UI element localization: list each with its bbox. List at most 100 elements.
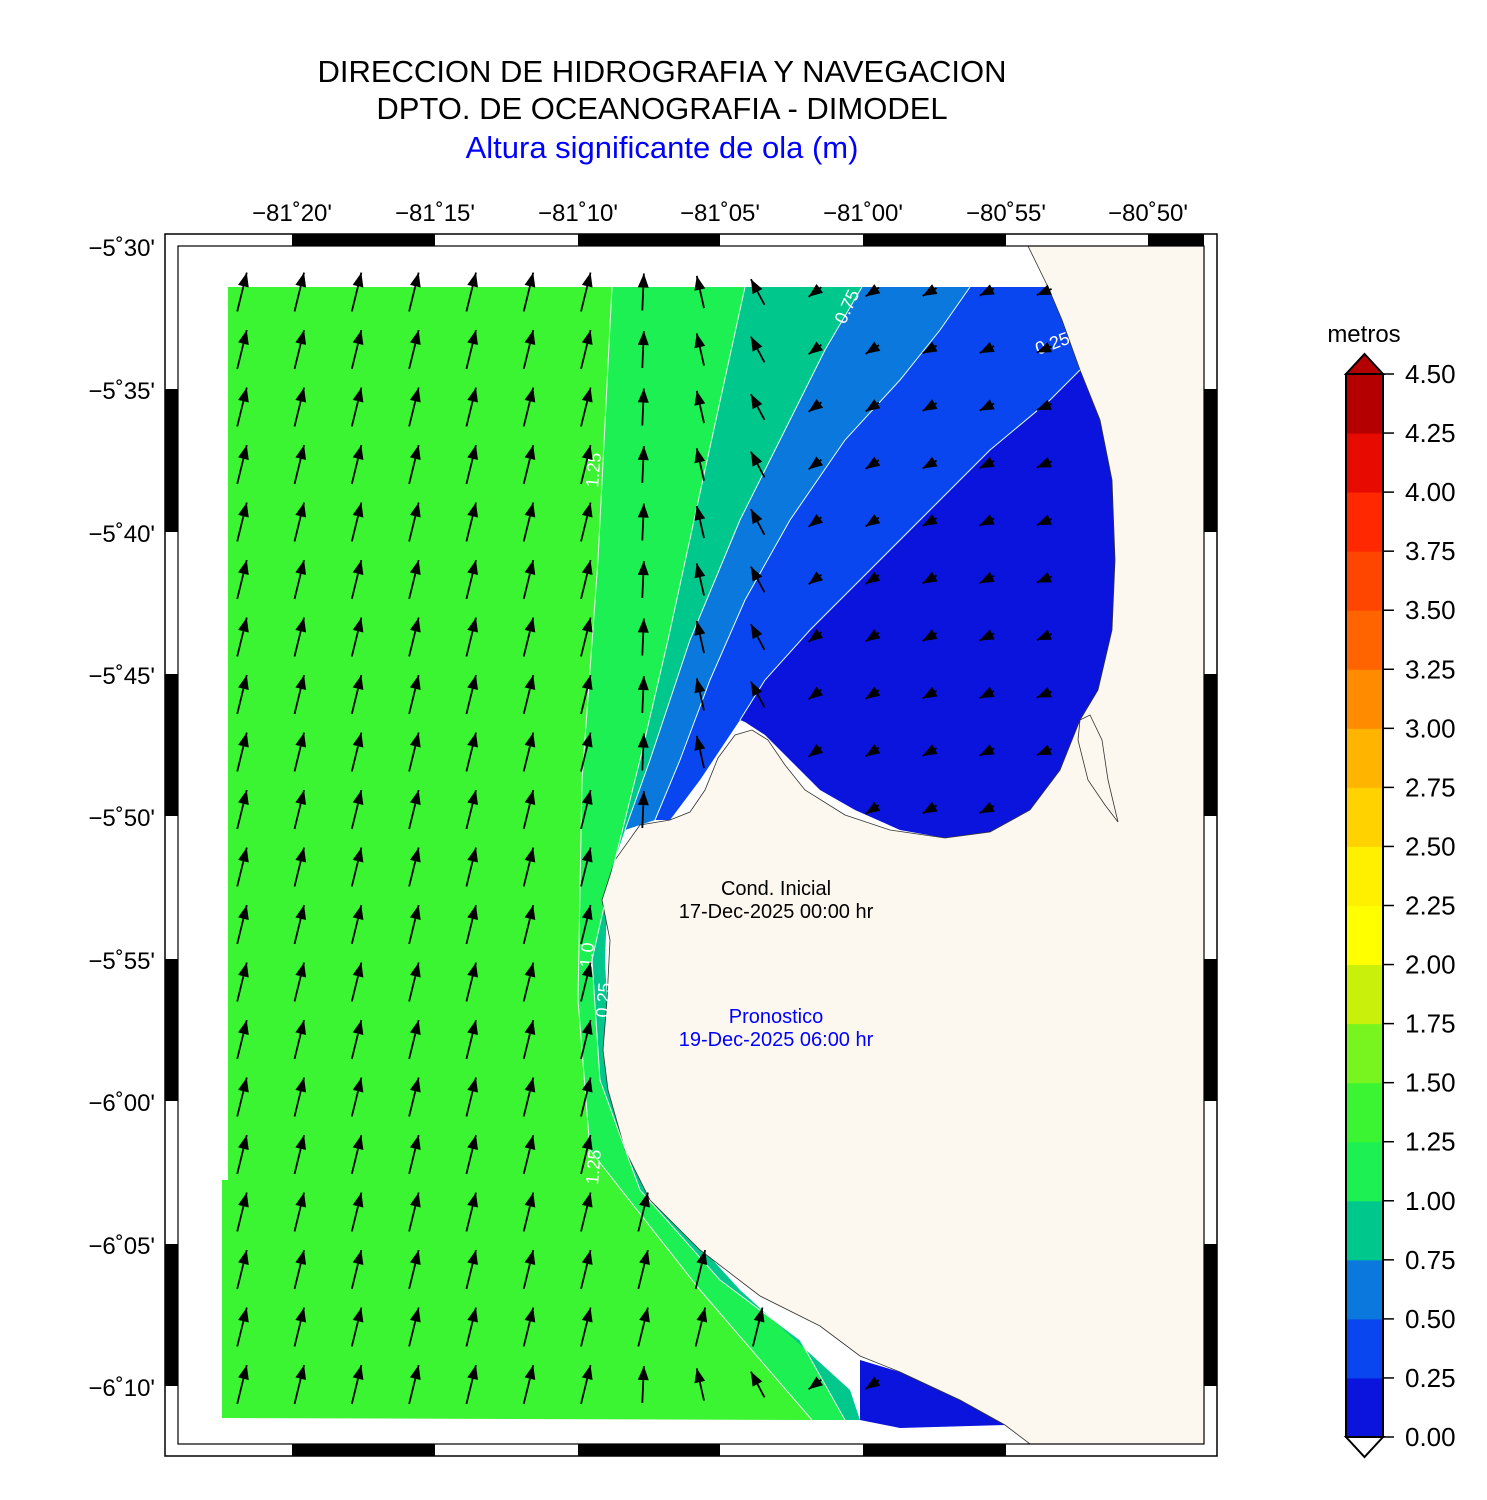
wave-arrow-head — [637, 676, 649, 691]
colorbar-tick-label: 2.25 — [1405, 891, 1456, 921]
wave-arrow-head — [524, 962, 536, 978]
wave-arrow-head — [524, 330, 536, 345]
lat-tick-label: −6˚00' — [88, 1090, 155, 1117]
wave-arrow-head — [808, 686, 824, 700]
frame-bar-segment — [1204, 674, 1217, 816]
forecast-date: 19-Dec-2025 06:00 hr — [678, 1029, 874, 1051]
wave-arrow-head — [409, 905, 421, 920]
wave-arrow-head — [238, 502, 249, 518]
wave-arrow-head — [808, 341, 824, 355]
wave-arrow-head — [352, 790, 364, 805]
colorbar-tick-label: 2.00 — [1405, 950, 1456, 980]
wave-arrow-head — [922, 686, 938, 699]
wave-arrow-head — [865, 456, 881, 469]
wave-arrow-head — [922, 399, 938, 411]
map-graticule-border — [165, 234, 1217, 1456]
wave-arrow-head — [696, 1307, 708, 1323]
colorbar-segment — [1346, 669, 1383, 729]
wave-arrow-head — [467, 732, 478, 748]
colorbar: metros 0.00 0.25 0.50 0.75 1.00 1.25 1.50 1.75 2… — [1327, 321, 1456, 1459]
colorbar-tick-label: 0.75 — [1405, 1245, 1456, 1275]
wave-arrow-head — [637, 273, 649, 288]
wave-arrow-head — [409, 617, 421, 633]
wave-arrow-head — [808, 456, 824, 470]
wave-arrow-head — [808, 1376, 824, 1390]
wave-arrow-head — [581, 330, 593, 345]
colorbar-title: metros — [1327, 321, 1400, 348]
wave-arrow-head — [581, 1192, 593, 1208]
lat-tick-label: −5˚50' — [88, 805, 155, 832]
wave-arrow-head — [295, 847, 307, 863]
wave-arrow-head — [409, 502, 421, 518]
colorbar-under-triangle — [1343, 1436, 1386, 1459]
contour-label: 1.25 — [582, 1149, 605, 1186]
contour-label: 1.0 — [576, 942, 598, 969]
colorbar-segment — [1346, 1141, 1383, 1202]
wave-arrow-head — [750, 394, 763, 410]
wave-arrow-head — [865, 744, 881, 757]
wave-arrow-head — [922, 456, 938, 469]
wave-arrow-head — [1036, 457, 1052, 468]
wave-arrow-head — [922, 801, 938, 814]
wave-arrow-head — [581, 617, 593, 633]
wave-arrow-head — [694, 275, 706, 291]
wave-arrow-head — [808, 743, 824, 757]
colorbar-over-triangle — [1343, 352, 1386, 375]
wave-arrow-head — [524, 1365, 536, 1380]
wave-arrow-head — [979, 571, 995, 584]
wave-arrow-head — [524, 675, 536, 690]
wave-arrow-head — [694, 1368, 706, 1384]
wave-arrow-head — [238, 387, 249, 403]
wave-arrow-head — [865, 686, 881, 699]
wave-arrow-head — [581, 387, 593, 403]
wave-arrow-head — [352, 330, 364, 345]
wave-arrow-head — [1036, 399, 1052, 411]
wave-arrow-head — [865, 801, 881, 814]
frame-bar-segment — [863, 234, 1006, 246]
frame-bar-segment — [165, 959, 178, 1101]
wave-arrow-head — [865, 341, 881, 354]
wave-arrow-head — [750, 451, 763, 467]
colorbar-tick-label: 1.25 — [1405, 1127, 1456, 1157]
wave-arrow-head — [467, 1192, 478, 1208]
wave-arrow-head — [295, 502, 307, 518]
lon-tick-label: −80˚55' — [966, 200, 1046, 227]
wave-arrow-head — [295, 330, 307, 345]
wave-arrow-head — [409, 445, 421, 460]
lat-tick-label: −5˚30' — [88, 235, 155, 262]
wave-arrow-head — [352, 1307, 364, 1323]
wave-arrow-head — [808, 398, 824, 412]
wave-arrow-head — [467, 1250, 478, 1265]
wave-arrow-head — [922, 514, 938, 526]
colorbar-tick-label: 3.00 — [1405, 713, 1456, 743]
colorbar-tick-label: 3.50 — [1405, 595, 1456, 625]
colorbar-tick-label: 0.00 — [1405, 1422, 1456, 1452]
frame-bar-segment — [165, 674, 178, 816]
colorbar-segments — [1346, 374, 1383, 1438]
initial-condition-date: 17-Dec-2025 00:00 hr — [678, 901, 874, 923]
wave-arrow-head — [467, 1365, 478, 1380]
wave-arrow-head — [238, 1365, 249, 1380]
wave-arrow-head — [352, 1020, 364, 1035]
wave-arrow-head — [409, 1077, 421, 1093]
colorbar-segment — [1346, 433, 1383, 493]
wave-arrow-head — [581, 1307, 593, 1323]
title-line-1: DIRECCION DE HIDROGRAFIA Y NAVEGACION — [317, 54, 1007, 89]
frame-bar-segment — [1204, 1244, 1217, 1386]
wave-arrow-head — [581, 272, 593, 288]
wave-arrow-head — [922, 341, 938, 354]
wave-arrow-head — [979, 629, 995, 641]
wave-arrow-head — [352, 962, 364, 978]
wave-arrow-head — [467, 387, 478, 403]
wave-arrow-head — [524, 732, 536, 748]
lon-tick-label: −81˚15' — [395, 200, 475, 227]
wave-arrow-head — [238, 905, 249, 920]
colorbar-tick-label: 2.75 — [1405, 772, 1456, 802]
wave-arrow-head — [524, 1020, 536, 1035]
wave-arrow-head — [865, 514, 881, 527]
wave-arrow-head — [467, 502, 478, 518]
colorbar-segment — [1346, 1377, 1383, 1438]
wave-arrow-head — [865, 399, 881, 412]
lat-tick-label: −5˚35' — [88, 378, 155, 405]
